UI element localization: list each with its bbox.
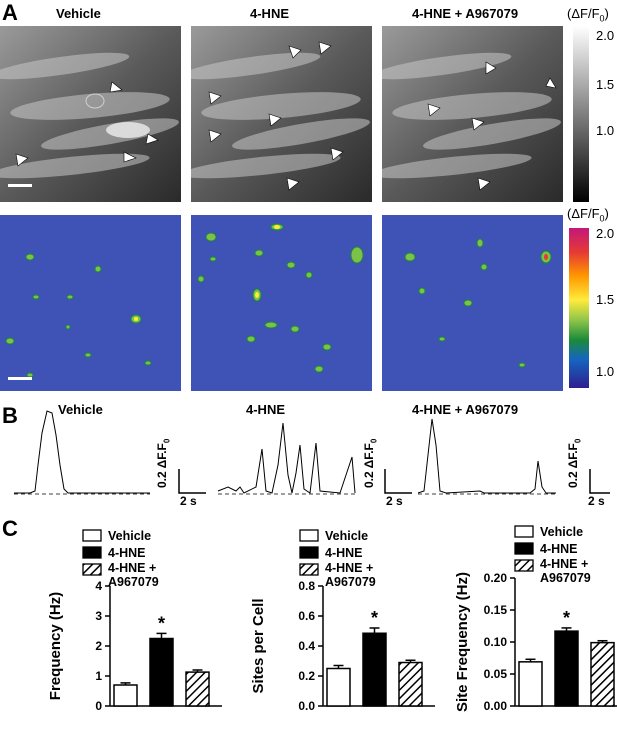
heat-colorbar (569, 228, 589, 388)
heat-tick-1: 1.0 (596, 364, 615, 379)
bar-0 (518, 661, 543, 707)
chart-site-frequency: 0.00 0.05 0.10 0.15 0.20 Site Frequency (Hz) *… (454, 525, 617, 713)
y-tick-label: 0.20 (484, 571, 508, 585)
bar-0 (113, 684, 138, 707)
y-tick-label: 0.00 (484, 699, 508, 713)
y-tick-label: 0.6 (298, 609, 315, 623)
bar-2 (590, 641, 615, 707)
calcium-traces (14, 410, 610, 495)
scale-y-label-vehicle: 0.2 ΔF.F0 (155, 438, 172, 488)
legend-label-vehicle: Vehicle (325, 529, 368, 543)
bar-1 (554, 630, 579, 707)
heat-micrograph-4hne (191, 215, 372, 391)
legend-label-combo-2: A967079 (325, 575, 376, 589)
legend-label-vehicle: Vehicle (108, 529, 151, 543)
y-axis-title: Sites per Cell (250, 598, 267, 693)
legend-label-combo-2: A967079 (108, 575, 159, 589)
y-tick-label: 1 (95, 669, 102, 683)
trace-label-vehicle: Vehicle (58, 402, 103, 417)
y-tick-label: 0.4 (298, 639, 315, 653)
scale-x-label-combo: 2 s (588, 494, 605, 508)
bar-2 (185, 671, 210, 707)
legend-swatch-hne (299, 546, 319, 559)
trace-label-combo: 4-HNE + A967079 (412, 402, 519, 417)
y-tick-label: 0.2 (298, 669, 315, 683)
y-tick-label: 0.10 (484, 635, 508, 649)
legend-label-vehicle: Vehicle (540, 525, 583, 539)
legend-label-hne: 4-HNE (108, 546, 146, 560)
y-tick-label: 0 (95, 699, 102, 713)
heat-colorbar-unit: (ΔF/F0) (567, 206, 609, 224)
y-tick-label: 4 (95, 579, 102, 593)
legend-swatch-combo (514, 559, 534, 572)
y-tick-label: 0.0 (298, 699, 315, 713)
panel-b-letter: B (2, 403, 18, 428)
y-tick-label: 0.15 (484, 603, 508, 617)
gray-tick-1-5: 1.5 (596, 77, 615, 92)
panel-c-letter: C (2, 516, 18, 541)
trace-label-4hne: 4-HNE (246, 402, 286, 417)
condition-label-combo: 4-HNE + A967079 (412, 6, 519, 21)
gray-colorbar (573, 26, 589, 202)
chart-sites-per-cell: 0.0 0.2 0.4 0.6 0.8 Sites per Cell * Vehicle 4-H… (250, 529, 435, 713)
gray-micrograph-vehicle (0, 26, 181, 202)
significance-star: * (158, 613, 165, 633)
y-axis-title: Frequency (Hz) (47, 592, 64, 700)
gray-colorbar-unit: (ΔF/F0) (567, 6, 609, 24)
heat-tick-2: 2.0 (596, 226, 615, 241)
scale-bar-combo (589, 469, 610, 494)
legend-swatch-vehicle (82, 529, 102, 542)
trace-vehicle (14, 410, 150, 494)
scale-y-label-combo: 0.2 ΔF.F0 (566, 438, 583, 488)
scale-y-label-4hne: 0.2 ΔF.F0 (362, 438, 379, 488)
significance-star: * (371, 608, 378, 628)
condition-label-4hne: 4-HNE (250, 6, 290, 21)
y-tick-label: 3 (95, 609, 102, 623)
significance-star: * (563, 608, 570, 628)
scale-bar-vehicle (178, 469, 206, 494)
heat-micrograph-vehicle (0, 215, 181, 391)
scale-x-label-4hne: 2 s (386, 494, 403, 508)
gray-tick-2: 2.0 (596, 28, 615, 43)
scale-bar-4hne (384, 469, 412, 494)
gray-tick-1: 1.0 (596, 123, 615, 138)
legend-label-combo-1: 4-HNE + (108, 561, 156, 575)
legend-label-hne: 4-HNE (325, 546, 363, 560)
legend-label-hne: 4-HNE (540, 542, 578, 556)
legend-label-combo-1: 4-HNE + (325, 561, 373, 575)
gray-micrograph-combo (382, 26, 563, 202)
legend-swatch-hne (82, 546, 102, 559)
y-tick-label: 0.8 (298, 579, 315, 593)
bar-1 (149, 637, 174, 707)
heat-tick-1-5: 1.5 (596, 292, 615, 307)
legend-swatch-combo (82, 563, 102, 576)
heat-micrograph-combo (382, 215, 563, 391)
y-axis-title: Site Frequency (Hz) (454, 572, 471, 712)
gray-micrograph-4hne (191, 26, 372, 202)
legend-label-combo-1: 4-HNE + (540, 557, 588, 571)
legend-swatch-vehicle (514, 525, 534, 538)
condition-label-vehicle: Vehicle (56, 6, 101, 21)
bar-2 (398, 661, 423, 707)
legend-swatch-combo (299, 563, 319, 576)
legend-swatch-vehicle (299, 529, 319, 542)
legend-label-combo-2: A967079 (540, 571, 591, 585)
bar-1 (362, 632, 387, 707)
y-tick-label: 0.05 (484, 667, 508, 681)
y-tick-label: 2 (95, 639, 102, 653)
bar-0 (326, 667, 351, 707)
scale-x-label-vehicle: 2 s (180, 494, 197, 508)
panel-a-letter: A (2, 0, 18, 25)
trace-4hne (217, 422, 356, 494)
trace-combo (417, 418, 556, 494)
legend-swatch-hne (514, 542, 534, 555)
